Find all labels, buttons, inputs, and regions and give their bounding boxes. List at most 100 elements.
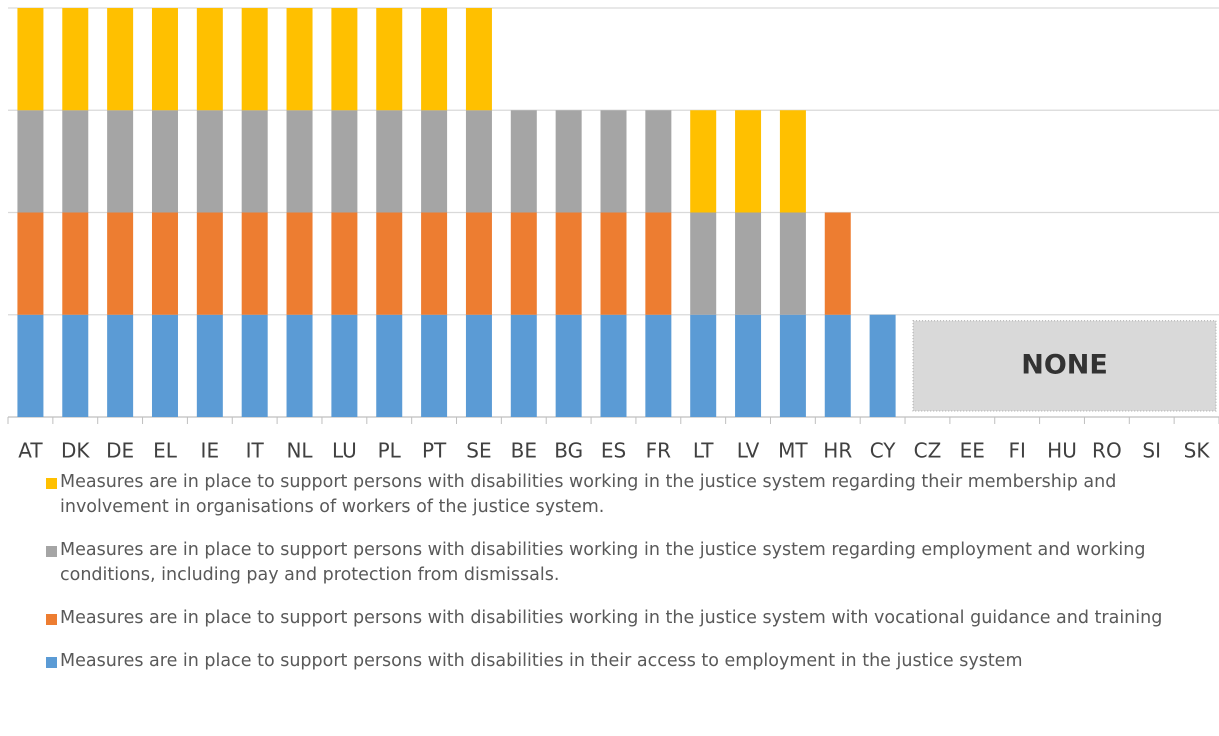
bar-segment bbox=[241, 110, 268, 213]
x-tick-label: ES bbox=[601, 439, 626, 463]
x-tick-label: SK bbox=[1184, 439, 1211, 463]
legend-swatch bbox=[46, 614, 57, 625]
x-tick-label: PT bbox=[422, 439, 447, 463]
bar-segment bbox=[241, 314, 268, 417]
x-tick-label: LU bbox=[332, 439, 357, 463]
annotation: NONE bbox=[1021, 349, 1108, 380]
bar-segment bbox=[62, 314, 89, 417]
x-tick-label: FR bbox=[646, 439, 672, 463]
bar-segment bbox=[465, 8, 492, 111]
bar-segment bbox=[107, 8, 134, 111]
x-tick-label: RO bbox=[1092, 439, 1122, 463]
bar-segment bbox=[17, 314, 44, 417]
bar-segment bbox=[17, 212, 44, 315]
bar-segment bbox=[735, 110, 762, 213]
bar-segment bbox=[555, 212, 582, 315]
bar-segment bbox=[735, 212, 762, 315]
bar-segment bbox=[779, 110, 806, 213]
legend-label: Measures are in place to support persons… bbox=[60, 540, 1146, 585]
legend-swatch bbox=[46, 478, 57, 489]
legend-swatch bbox=[46, 546, 57, 557]
bar-segment bbox=[600, 212, 627, 315]
x-tick-label: IT bbox=[246, 439, 265, 463]
legend-item: Measures are in place to support persons… bbox=[46, 649, 1206, 674]
bar-segment bbox=[645, 314, 672, 417]
bar-segment bbox=[196, 212, 223, 315]
bar-segment bbox=[107, 110, 134, 213]
bar-segment bbox=[510, 212, 537, 315]
x-tick-label: HR bbox=[823, 439, 852, 463]
bar-segment bbox=[196, 8, 223, 111]
legend-swatch bbox=[46, 657, 57, 668]
bar-segment bbox=[555, 314, 582, 417]
chart: AT DK DE EL IE IT NL LU PL PT SE BE BG ES FR LT LV MT HR CY… bbox=[7, 7, 1219, 463]
bar-segment bbox=[376, 8, 403, 111]
bar-segment bbox=[421, 8, 448, 111]
bar-segment bbox=[241, 8, 268, 111]
bar-segment bbox=[645, 212, 672, 315]
bar-segment bbox=[735, 314, 762, 417]
bar-segment bbox=[331, 8, 358, 111]
bar-segment bbox=[17, 110, 44, 213]
bar-segment bbox=[779, 314, 806, 417]
x-tick-label: FI bbox=[1008, 439, 1025, 463]
x-tick-label: NL bbox=[286, 439, 313, 463]
bar-segment bbox=[600, 110, 627, 213]
bar-segment bbox=[331, 212, 358, 315]
bar-segment bbox=[286, 110, 313, 213]
x-tick-label: SI bbox=[1142, 439, 1161, 463]
bar-segment bbox=[286, 314, 313, 417]
bar-segment bbox=[331, 110, 358, 213]
x-tick-label: MT bbox=[778, 439, 808, 463]
bar-segment bbox=[17, 8, 44, 111]
annotation-box bbox=[912, 320, 1217, 412]
legend-label: Measures are in place to support persons… bbox=[60, 608, 1163, 628]
bar-segment bbox=[62, 110, 89, 213]
x-tick-label: EE bbox=[960, 439, 985, 463]
bar-segment bbox=[555, 110, 582, 213]
bar-segment bbox=[376, 314, 403, 417]
bar-segment bbox=[286, 8, 313, 111]
bar-segment bbox=[600, 314, 627, 417]
bar-segment bbox=[62, 212, 89, 315]
bar-segment bbox=[690, 110, 717, 213]
bar-segment bbox=[376, 110, 403, 213]
x-tick-label: CY bbox=[870, 439, 897, 463]
x-tick-label: BE bbox=[511, 439, 537, 463]
bar-segment bbox=[824, 314, 851, 417]
legend-item: Measures are in place to support persons… bbox=[46, 470, 1206, 520]
x-tick-label: AT bbox=[18, 439, 43, 463]
x-tick-label: CZ bbox=[914, 439, 942, 463]
x-tick-label: SE bbox=[466, 439, 491, 463]
x-tick-label: HU bbox=[1047, 439, 1077, 463]
x-tick-label: PL bbox=[378, 439, 402, 463]
bar-segment bbox=[421, 212, 448, 315]
bar-segment bbox=[690, 314, 717, 417]
bar-segment bbox=[151, 8, 178, 111]
legend-item: Measures are in place to support persons… bbox=[46, 606, 1206, 631]
x-tick-label: IE bbox=[201, 439, 220, 463]
bar-segment bbox=[196, 314, 223, 417]
bar-segment bbox=[107, 314, 134, 417]
bar-segment bbox=[690, 212, 717, 315]
legend-item: Measures are in place to support persons… bbox=[46, 538, 1206, 588]
bar-segment bbox=[421, 314, 448, 417]
bar-segment bbox=[286, 212, 313, 315]
bar-segment bbox=[107, 212, 134, 315]
bar-segment bbox=[645, 110, 672, 213]
bar-segment bbox=[151, 110, 178, 213]
bar-segment bbox=[151, 212, 178, 315]
x-tick-label: LV bbox=[737, 439, 760, 463]
x-tick-label: DE bbox=[106, 439, 134, 463]
bar-segment bbox=[465, 212, 492, 315]
x-tick-label: BG bbox=[554, 439, 583, 463]
x-tick-label: EL bbox=[153, 439, 178, 463]
x-tick-label: DK bbox=[61, 439, 90, 463]
legend-label: Measures are in place to support persons… bbox=[60, 651, 1023, 671]
bar-segment bbox=[196, 110, 223, 213]
bar-segment bbox=[62, 8, 89, 111]
bar-segment bbox=[151, 314, 178, 417]
bar-segment bbox=[510, 110, 537, 213]
bar-segment bbox=[869, 314, 896, 417]
